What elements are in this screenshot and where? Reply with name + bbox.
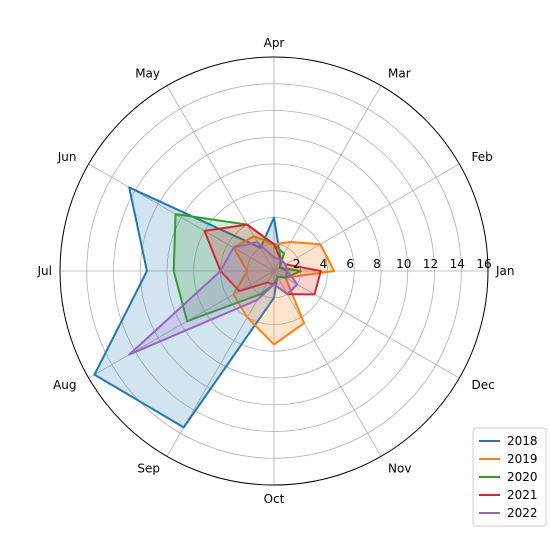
radial-tick-4: 4 <box>320 257 328 271</box>
category-label-may: May <box>135 67 160 81</box>
series-line-2020 <box>172 213 302 323</box>
radial-tick-2: 2 <box>293 257 301 271</box>
radial-tick-10: 10 <box>396 257 411 271</box>
category-label-nov: Nov <box>388 462 411 476</box>
category-label-feb: Feb <box>472 150 493 164</box>
grid-circle-12 <box>113 110 435 432</box>
grid-circle-10 <box>139 136 409 406</box>
category-label-sep: Sep <box>137 462 160 476</box>
radial-tick-6: 6 <box>346 257 354 271</box>
outer-frame <box>59 56 489 486</box>
radial-tick-14: 14 <box>450 257 465 271</box>
category-label-mar: Mar <box>388 67 411 81</box>
series-layer <box>93 186 336 429</box>
grid-circle-6 <box>193 190 355 352</box>
radial-tick-16: 16 <box>476 257 491 271</box>
category-label-jun: Jun <box>57 150 77 164</box>
radial-tick-8: 8 <box>373 257 381 271</box>
category-label-apr: Apr <box>264 36 285 50</box>
legend-label-2021: 2021 <box>507 488 538 502</box>
label-layer: 2 4 6 8 10 12 14 16 Jan Feb Mar Apr May Jun Jul Aug Sep O… <box>37 36 515 506</box>
grid-circle-14 <box>86 83 462 459</box>
category-label-jul: Jul <box>37 264 52 278</box>
category-label-jan: Jan <box>495 264 515 278</box>
legend-label-2022: 2022 <box>507 506 538 520</box>
category-label-dec: Dec <box>472 378 495 392</box>
radial-tick-12: 12 <box>423 257 438 271</box>
series-fill-2022 <box>129 242 298 355</box>
legend-label-2019: 2019 <box>507 452 538 466</box>
legend-label-2020: 2020 <box>507 470 538 484</box>
series-line-2022 <box>128 241 299 356</box>
category-label-aug: Aug <box>53 378 76 392</box>
series-line-2019 <box>232 235 336 346</box>
grid-circle-8 <box>166 163 382 379</box>
legend: 2018 2019 2020 2021 2022 <box>472 427 547 527</box>
legend-label-2018: 2018 <box>507 434 538 448</box>
legend-box <box>472 427 547 527</box>
category-label-oct: Oct <box>264 492 285 506</box>
